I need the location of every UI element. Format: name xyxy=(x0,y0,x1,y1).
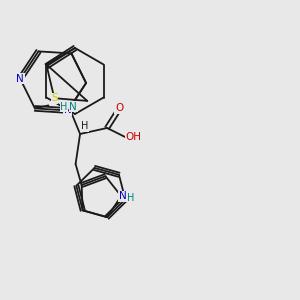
Text: O: O xyxy=(115,103,123,113)
Text: N: N xyxy=(119,191,127,201)
Text: H: H xyxy=(81,122,88,131)
Text: N: N xyxy=(16,74,24,84)
Text: H: H xyxy=(61,102,68,112)
Text: N: N xyxy=(64,106,72,116)
Text: H: H xyxy=(127,193,134,202)
Text: OH: OH xyxy=(125,132,142,142)
Text: S: S xyxy=(51,93,58,103)
Text: N: N xyxy=(69,102,77,112)
